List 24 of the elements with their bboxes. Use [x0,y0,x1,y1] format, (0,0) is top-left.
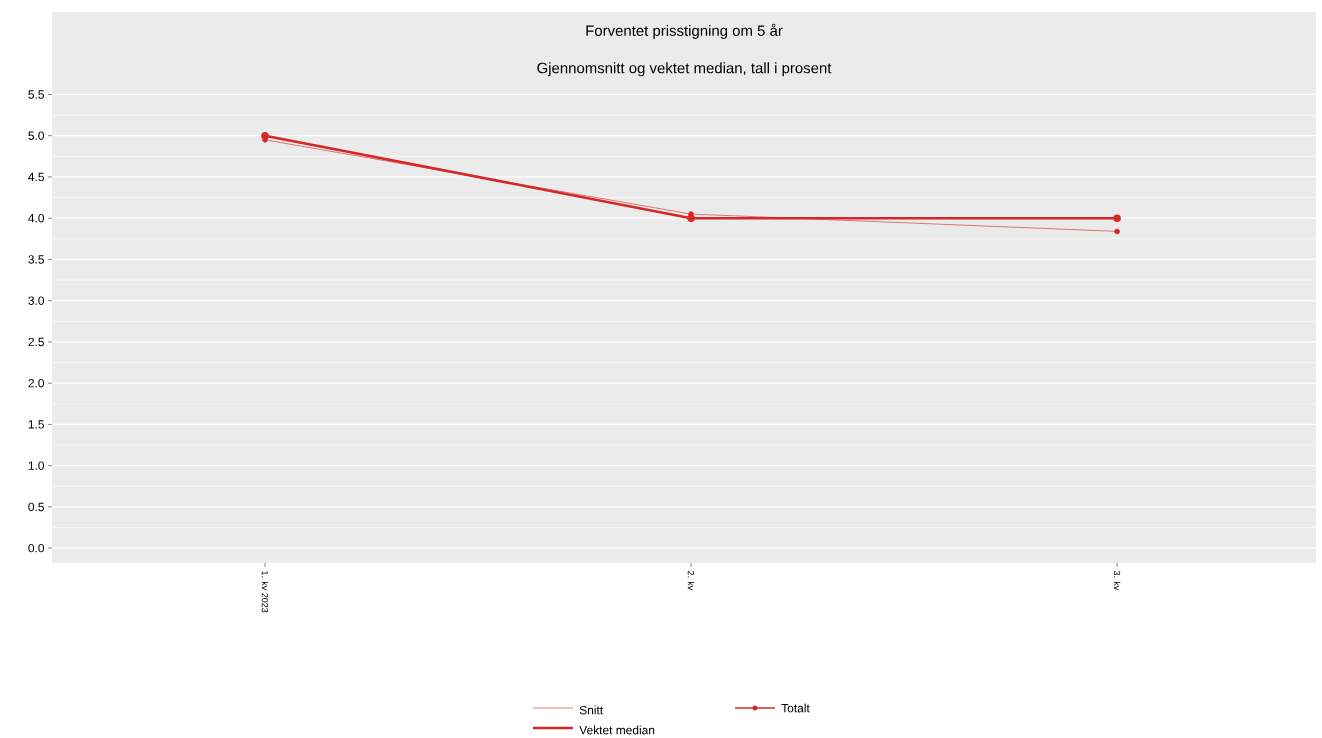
legend-label: Vektet median [579,725,655,735]
text: Totalt [781,703,810,713]
y-tick-label: 4.5 [28,172,44,182]
text: Forventet prisstigning om 5 år [586,23,783,39]
y-tick-label: 3.5 [28,255,44,264]
point [1114,228,1120,235]
y-tick-label: 0.5 [28,502,44,512]
y-tick-label: 5.5 [28,90,44,99]
x-tick-label: 3. kv [1113,570,1121,591]
y-tick-label: 1.5 [28,420,44,429]
legend-label: Snitt [579,705,604,715]
y-tick-label: 5.0 [28,131,45,140]
y-tick-label: 0.0 [28,543,45,553]
x-tick-label: 2. kv [687,570,695,591]
text: Gjennomsnitt og vektet median, tall i prosent [537,62,832,77]
y-tick-label: 3.0 [28,296,45,305]
point [1113,214,1121,222]
x-tick-label: 1. kv 2023 [261,571,269,613]
y-tick-label: 1.0 [28,461,45,470]
point [687,214,695,222]
y-tick-label: 2.5 [28,337,44,347]
y-tick-label: 4.0 [28,213,45,223]
point [261,131,269,140]
y-tick-label: 2.0 [28,378,45,388]
